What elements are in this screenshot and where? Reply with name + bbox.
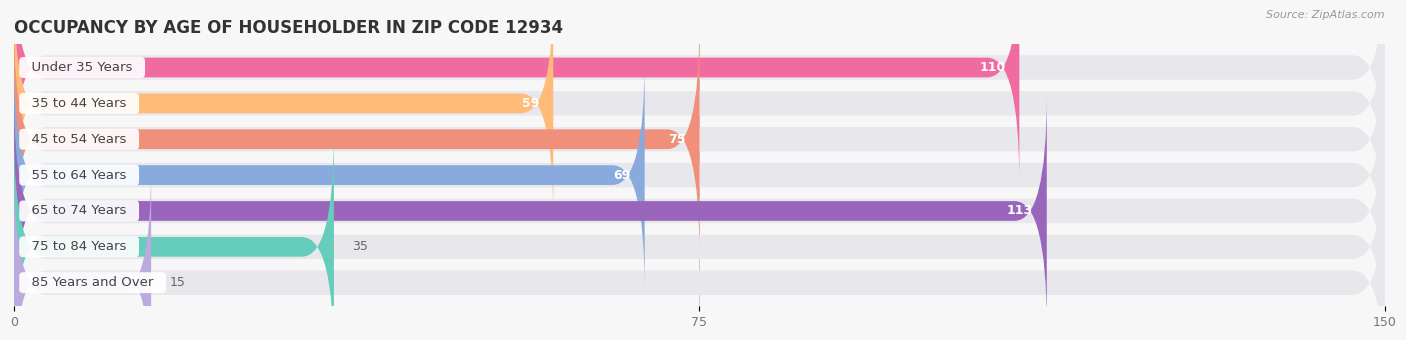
FancyBboxPatch shape <box>14 23 700 255</box>
FancyBboxPatch shape <box>14 134 1385 340</box>
Text: 55 to 64 Years: 55 to 64 Years <box>22 169 135 182</box>
Text: 65 to 74 Years: 65 to 74 Years <box>22 204 135 218</box>
Text: 85 Years and Over: 85 Years and Over <box>22 276 162 289</box>
Text: Under 35 Years: Under 35 Years <box>22 61 141 74</box>
Text: 75 to 84 Years: 75 to 84 Years <box>22 240 135 253</box>
Text: 59: 59 <box>522 97 540 110</box>
Text: 69: 69 <box>613 169 631 182</box>
Text: Source: ZipAtlas.com: Source: ZipAtlas.com <box>1267 10 1385 20</box>
Text: 35 to 44 Years: 35 to 44 Years <box>22 97 135 110</box>
FancyBboxPatch shape <box>14 98 1385 324</box>
Text: 35: 35 <box>353 240 368 253</box>
Text: OCCUPANCY BY AGE OF HOUSEHOLDER IN ZIP CODE 12934: OCCUPANCY BY AGE OF HOUSEHOLDER IN ZIP C… <box>14 19 564 37</box>
FancyBboxPatch shape <box>14 0 554 219</box>
Text: 113: 113 <box>1007 204 1033 218</box>
Text: 75: 75 <box>668 133 686 146</box>
FancyBboxPatch shape <box>14 0 1385 217</box>
FancyBboxPatch shape <box>14 26 1385 253</box>
FancyBboxPatch shape <box>14 62 1385 288</box>
Text: 15: 15 <box>170 276 186 289</box>
Text: 45 to 54 Years: 45 to 54 Years <box>22 133 135 146</box>
FancyBboxPatch shape <box>14 167 152 340</box>
FancyBboxPatch shape <box>14 169 1385 340</box>
FancyBboxPatch shape <box>14 95 1046 327</box>
FancyBboxPatch shape <box>14 131 335 340</box>
FancyBboxPatch shape <box>14 0 1385 181</box>
Text: 110: 110 <box>980 61 1005 74</box>
FancyBboxPatch shape <box>14 0 1019 183</box>
FancyBboxPatch shape <box>14 59 645 291</box>
